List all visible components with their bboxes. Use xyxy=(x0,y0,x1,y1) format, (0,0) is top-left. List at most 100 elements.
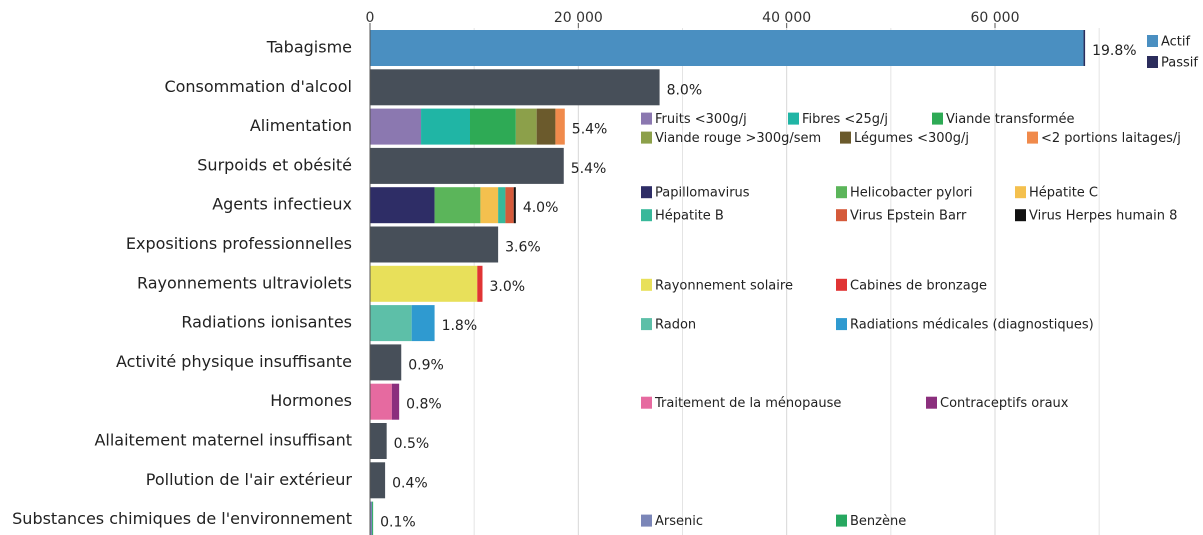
x-tick-label: 40 000 xyxy=(762,10,811,26)
legend-swatch xyxy=(1015,186,1026,199)
bar-segment xyxy=(505,187,514,224)
value-label: 0.1% xyxy=(380,515,416,531)
legend-swatch xyxy=(641,396,652,409)
value-label: 0.8% xyxy=(406,397,442,413)
legend-swatch xyxy=(840,131,851,144)
x-tick-label: 60 000 xyxy=(971,10,1020,26)
bar-segment xyxy=(391,383,400,420)
y-tick-label: Activité physique insuffisante xyxy=(116,352,352,371)
legend-label: Cabines de bronzage xyxy=(850,278,987,293)
y-tick-label: Alimentation xyxy=(250,116,352,135)
legend-swatch xyxy=(836,318,847,331)
value-label: 0.9% xyxy=(408,357,444,373)
bar-segment xyxy=(370,423,387,459)
legend-swatch xyxy=(836,514,847,527)
legend-label: Viande rouge >300g/sem xyxy=(655,131,821,146)
legend-swatch xyxy=(641,112,652,125)
legend-label: Arsenic xyxy=(655,514,703,529)
bar-segment xyxy=(1083,30,1086,66)
y-tick-label: Substances chimiques de l'environnement xyxy=(12,509,352,528)
bar-segment xyxy=(513,187,516,224)
y-tick-label: Allaitement maternel insuffisant xyxy=(94,431,352,450)
bar-segment xyxy=(434,187,481,224)
legend-swatch xyxy=(836,186,847,199)
legend-swatch xyxy=(641,186,652,199)
bar-segment xyxy=(370,462,386,499)
legend-swatch xyxy=(836,278,847,291)
bar-segment xyxy=(370,30,1084,66)
value-label: 0.5% xyxy=(394,436,430,452)
y-tick-label: Tabagisme xyxy=(266,38,352,57)
bar-segment xyxy=(421,108,470,145)
bar-segment xyxy=(477,265,483,302)
legend-label: Fruits <300g/j xyxy=(655,112,747,127)
legend-label: Radiations médicales (diagnostiques) xyxy=(850,318,1094,333)
legend-swatch xyxy=(641,278,652,291)
bar-segment xyxy=(370,226,499,263)
legend-label: Virus Herpes humain 8 xyxy=(1029,209,1177,224)
legend-label: Passif xyxy=(1161,56,1198,71)
bar-segment xyxy=(555,108,565,145)
y-tick-label: Pollution de l'air extérieur xyxy=(146,470,353,489)
legend-label: Hépatite B xyxy=(655,209,724,224)
legend-swatch xyxy=(641,514,652,527)
legend-label: Traitement de la ménopause xyxy=(654,396,841,411)
bar-segment xyxy=(370,69,660,106)
legend-label: Virus Epstein Barr xyxy=(850,209,967,224)
x-tick-label: 20 000 xyxy=(554,10,603,26)
legend-label: Radon xyxy=(655,318,696,333)
bar-segment xyxy=(498,187,506,224)
legend-swatch xyxy=(1147,56,1158,68)
bar-segment xyxy=(370,265,478,302)
legend-swatch xyxy=(641,209,652,222)
legend-label: Hépatite C xyxy=(1029,186,1098,201)
value-label: 5.4% xyxy=(572,122,608,138)
bar-segment xyxy=(480,187,499,224)
legend-swatch xyxy=(641,318,652,331)
legend-label: Légumes <300g/j xyxy=(854,131,969,146)
value-label: 8.0% xyxy=(667,82,703,98)
y-tick-label: Hormones xyxy=(270,391,352,410)
legend-swatch xyxy=(926,396,937,409)
legend-label: Contraceptifs oraux xyxy=(940,396,1069,411)
legend-swatch xyxy=(1027,131,1038,144)
legend-swatch xyxy=(932,112,943,125)
x-tick-label: 0 xyxy=(366,10,375,26)
legend-label: Actif xyxy=(1161,35,1191,50)
legend-label: Viande transformée xyxy=(946,112,1075,127)
value-label: 3.6% xyxy=(505,240,541,256)
legend-label: Helicobacter pylori xyxy=(850,186,973,201)
y-tick-label: Agents infectieux xyxy=(212,195,352,214)
y-tick-label: Radiations ionisantes xyxy=(181,313,352,332)
bar-segment xyxy=(370,108,422,145)
bar-segment xyxy=(411,305,435,342)
y-tick-label: Expositions professionnelles xyxy=(126,234,352,253)
legend-swatch xyxy=(641,131,652,144)
bar-segment xyxy=(372,501,374,535)
value-label: 19.8% xyxy=(1092,43,1136,59)
bar-segment xyxy=(515,108,537,145)
legend-swatch xyxy=(836,209,847,222)
legend-swatch xyxy=(788,112,799,125)
bar-segment xyxy=(370,187,435,224)
bar-segment xyxy=(370,344,402,381)
legend-label: Benzène xyxy=(850,514,906,529)
value-label: 5.4% xyxy=(571,161,607,177)
y-tick-label: Surpoids et obésité xyxy=(197,155,352,174)
bar-segment xyxy=(370,383,392,420)
legend-label: Fibres <25g/j xyxy=(802,112,888,127)
value-label: 0.4% xyxy=(392,475,428,491)
value-label: 1.8% xyxy=(442,318,478,334)
bar-segment xyxy=(536,108,556,145)
legend-label: <2 portions laitages/j xyxy=(1041,131,1181,146)
bar-segment xyxy=(370,305,412,342)
bar-segment xyxy=(370,501,373,535)
y-tick-label: Consommation d'alcool xyxy=(164,77,352,96)
legend-swatch xyxy=(1015,209,1026,222)
value-label: 4.0% xyxy=(523,200,559,216)
legend-label: Papillomavirus xyxy=(655,186,750,201)
value-label: 3.0% xyxy=(490,279,526,295)
bar-segment xyxy=(370,147,564,184)
legend-swatch xyxy=(1147,35,1158,47)
